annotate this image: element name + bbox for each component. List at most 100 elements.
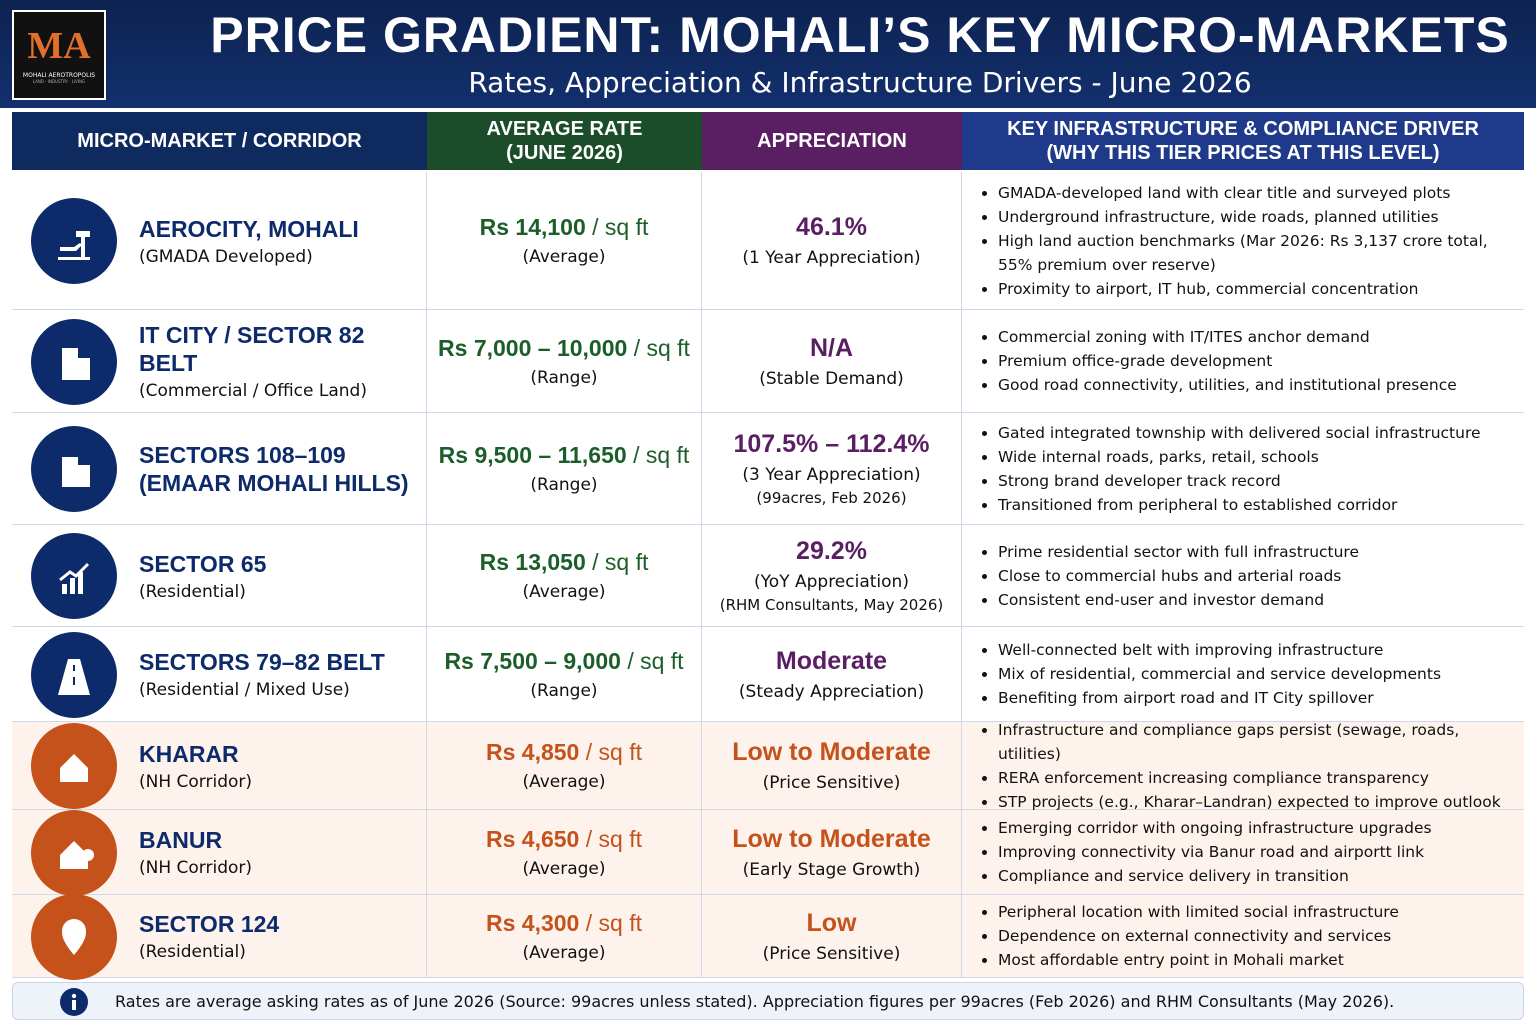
table-row: BANUR (NH Corridor) Rs 4,650 / sq ft (Avera… xyxy=(12,809,1524,896)
row-icon xyxy=(31,631,117,718)
market-subtitle: (GMADA Developed) xyxy=(139,246,313,267)
driver-cell: GMADA-developed land with clear title an… xyxy=(962,172,1524,309)
driver: Dependence on external connectivity and … xyxy=(998,924,1524,948)
driver: Benefiting from airport road and IT City… xyxy=(998,686,1524,710)
table-row: AEROCITY, MOHALI (GMADA Developed) Rs 14,1… xyxy=(12,172,1524,310)
driver-cell: Commercial zoning with IT/ITES anchor de… xyxy=(962,310,1524,412)
rate-note: (Average) xyxy=(522,858,606,879)
appreciation-note: (3 Year Appreciation) xyxy=(742,465,921,485)
appreciation-cell: Low (Price Sensitive) xyxy=(702,895,962,977)
driver-cell: Prime residential sector with full infra… xyxy=(962,525,1524,626)
rate-cell: Rs 13,050 / sq ft (Average) xyxy=(427,525,702,626)
rate: Rs 7,500 – 9,000 / sq ft xyxy=(427,648,701,675)
market-subtitle: (Residential) xyxy=(139,942,246,962)
driver: Underground infrastructure, wide roads, … xyxy=(998,205,1524,229)
market-subtitle: (Commercial / Office Land) xyxy=(139,381,367,401)
appreciation: 46.1% xyxy=(796,213,867,241)
driver-cell: Gated integrated township with delivered… xyxy=(962,413,1524,524)
driver-list: Prime residential sector with full infra… xyxy=(962,540,1524,612)
driver-cell: Well-connected belt with improving infra… xyxy=(962,627,1524,721)
appreciation-note: (Early Stage Growth) xyxy=(742,859,921,880)
market-subtitle: (Residential) xyxy=(139,581,246,602)
market-name: KHARAR xyxy=(139,740,239,767)
appreciation-note: (1 Year Appreciation) xyxy=(742,248,921,268)
appreciation-cell: N/A (Stable Demand) xyxy=(702,310,962,412)
driver: STP projects (e.g., Kharar–Landran) expe… xyxy=(998,790,1524,814)
rate: Rs 14,100 / sq ft xyxy=(427,214,701,241)
appreciation-cell: 29.2% (YoY Appreciation) (RHM Consultants,… xyxy=(702,525,962,626)
table-row: KHARAR (NH Corridor) Rs 4,850 / sq ft (Aver… xyxy=(12,721,1524,811)
driver-list: Emerging corridor with ongoing infrastru… xyxy=(962,816,1524,888)
rate-unit: / sq ft xyxy=(633,442,690,468)
driver: Strong brand developer track record xyxy=(998,469,1524,493)
driver: Peripheral location with limited social … xyxy=(998,900,1524,924)
appreciation: Low to Moderate xyxy=(732,824,931,853)
row-icon xyxy=(31,318,117,405)
rate-unit: / sq ft xyxy=(592,549,649,575)
header-bar xyxy=(0,0,1536,108)
rate-unit: / sq ft xyxy=(633,334,690,361)
rate: Rs 4,300 / sq ft xyxy=(427,910,701,937)
rate-unit: / sq ft xyxy=(627,647,684,674)
driver-list: Well-connected belt with improving infra… xyxy=(962,638,1524,710)
market-name: BANUR xyxy=(139,827,223,853)
rate-note: (Average) xyxy=(522,247,606,267)
market-name: SECTOR 124 xyxy=(139,911,280,937)
rate-value: Rs 9,500 – 11,650 xyxy=(438,442,627,468)
rate: Rs 4,850 / sq ft xyxy=(427,739,701,766)
appreciation-cell: 46.1% (1 Year Appreciation) xyxy=(702,172,962,309)
driver: Emerging corridor with ongoing infrastru… xyxy=(998,816,1524,840)
driver: Improving connectivity via Banur road an… xyxy=(998,840,1524,864)
table-row: SECTORS 79–82 BELT (Residential / Mixed U… xyxy=(12,627,1524,722)
appreciation: 107.5% – 112.4% xyxy=(733,430,930,458)
driver-list: GMADA-developed land with clear title an… xyxy=(962,181,1524,301)
appreciation: Moderate xyxy=(775,646,888,675)
rate-unit: / sq ft xyxy=(585,825,642,852)
rate-value: Rs 13,050 xyxy=(479,549,586,575)
driver: Prime residential sector with full infra… xyxy=(998,540,1524,564)
footnote-text: Rates are average asking rates as of Jun… xyxy=(115,991,1395,1011)
appreciation: N/A xyxy=(809,333,854,362)
driver-list: Gated integrated township with delivered… xyxy=(962,421,1524,517)
logo-name: MOHALI AEROTROPOLIS xyxy=(22,72,96,79)
driver: Proximity to airport, IT hub, commercial… xyxy=(998,277,1524,301)
appreciation-note: (Price Sensitive) xyxy=(762,773,901,793)
appreciation-cell: 107.5% – 112.4% (3 Year Appreciation) (99a… xyxy=(702,413,962,524)
rate-note: (Range) xyxy=(530,475,598,495)
column-header: KEY INFRASTRUCTURE & COMPLIANCE DRIVER (… xyxy=(962,112,1524,170)
driver: Gated integrated township with delivered… xyxy=(998,421,1524,445)
rate-cell: Rs 7,500 – 9,000 / sq ft (Range) xyxy=(427,627,702,721)
driver-cell: Peripheral location with limited social … xyxy=(962,895,1524,977)
market-cell: BANUR (NH Corridor) xyxy=(12,809,427,896)
info-icon xyxy=(60,988,88,1016)
market-name: SECTORS 108–109 (EMAAR MOHALI HILLS) xyxy=(139,441,409,496)
footnote: Rates are average asking rates as of Jun… xyxy=(12,982,1524,1020)
rate-unit: / sq ft xyxy=(592,214,649,240)
market-name: SECTOR 65 xyxy=(139,550,267,577)
market-cell: SECTORS 79–82 BELT (Residential / Mixed U… xyxy=(12,627,427,721)
appreciation: Low xyxy=(806,908,857,937)
driver: Infrastructure and compliance gaps persi… xyxy=(998,718,1524,766)
column-header: AVERAGE RATE (JUNE 2026) xyxy=(427,112,702,170)
row-icon xyxy=(31,723,117,809)
table-row: SECTORS 108–109 (EMAAR MOHALI HILLS) Rs 9… xyxy=(12,413,1524,525)
rate-note: (Range) xyxy=(530,367,598,388)
appreciation: 29.2% xyxy=(796,537,867,565)
rate-unit: / sq ft xyxy=(585,909,642,936)
subtitle: Rates, Appreciation & Infrastructure Dri… xyxy=(468,66,1252,99)
rate-note: (Average) xyxy=(522,942,606,963)
driver: Consistent end-user and investor demand xyxy=(998,588,1524,612)
rate-value: Rs 7,500 – 9,000 xyxy=(444,647,621,674)
rate: Rs 13,050 / sq ft xyxy=(427,549,701,576)
rate-cell: Rs 14,100 / sq ft (Average) xyxy=(427,172,702,309)
appreciation-cell: Moderate (Steady Appreciation) xyxy=(702,627,962,721)
driver-cell: Infrastructure and compliance gaps persi… xyxy=(962,721,1524,811)
rate-unit: / sq ft xyxy=(585,739,642,765)
rate: Rs 9,500 – 11,650 / sq ft xyxy=(427,442,701,469)
rate-value: Rs 4,650 xyxy=(486,825,580,852)
appreciation-cell: Low to Moderate (Price Sensitive) xyxy=(702,722,962,809)
row-icon xyxy=(31,198,117,284)
market-subtitle: (NH Corridor) xyxy=(139,771,253,792)
market-subtitle: (NH Corridor) xyxy=(139,858,253,878)
